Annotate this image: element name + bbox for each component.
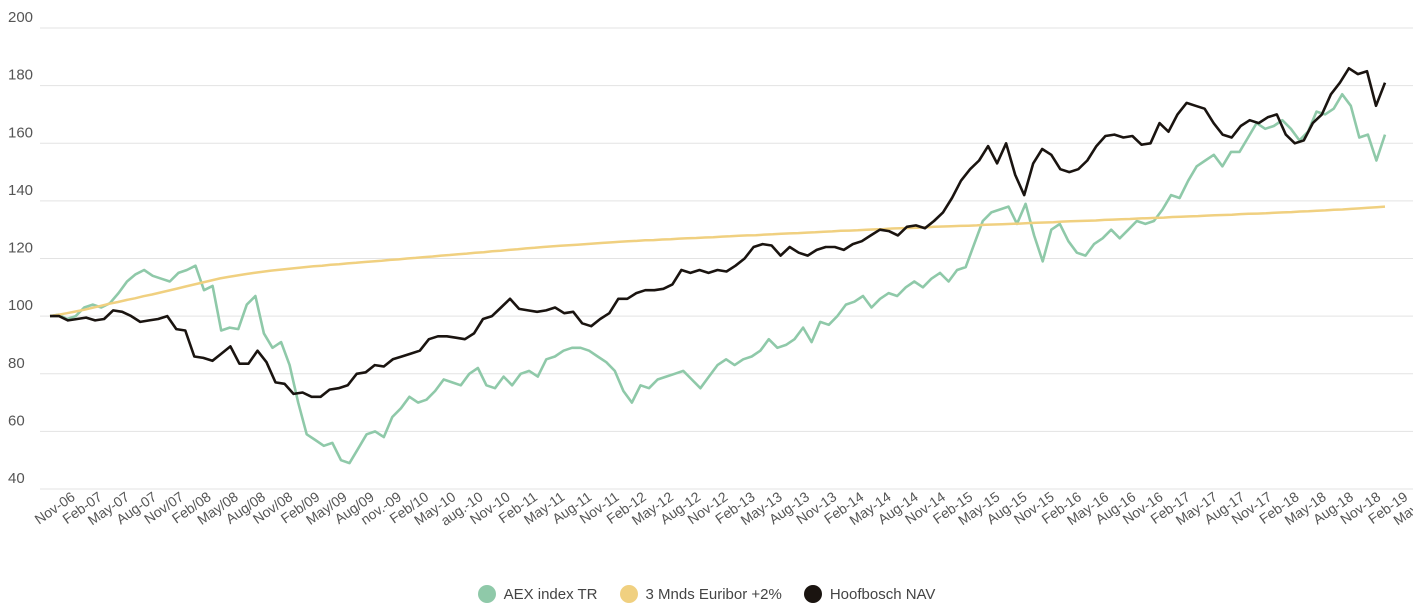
y-tick-label: 80 — [8, 355, 25, 372]
x-axis-ticks: Nov-06Feb-07May-07Aug-07Nov/07Feb/08May/… — [32, 488, 1413, 528]
legend-item-1: 3 Mnds Euribor +2% — [619, 585, 782, 603]
y-tick-label: 180 — [8, 67, 33, 84]
y-tick-label: 40 — [8, 470, 25, 487]
grid-lines — [40, 27, 1413, 490]
y-tick-label: 120 — [8, 240, 33, 257]
legend-swatch — [619, 585, 638, 603]
legend-item-2: Hoofbosch NAV — [803, 585, 936, 603]
series-line-2 — [50, 67, 1387, 399]
y-tick-label: 200 — [8, 9, 33, 26]
legend-label: Hoofbosch NAV — [829, 585, 936, 603]
y-axis-ticks: 40 60 80 100 120 140 160 180 200 — [8, 9, 33, 487]
y-tick-label: 60 — [8, 412, 25, 429]
series-lines — [49, 67, 1387, 465]
y-tick-label: 160 — [8, 124, 33, 141]
series-line-1 — [49, 205, 1386, 318]
legend: AEX index TR 3 Mnds Euribor +2% Hoofbosch … — [0, 585, 1413, 603]
legend-item-0: AEX index TR — [477, 585, 598, 603]
y-tick-label: 140 — [8, 182, 33, 199]
legend-swatch — [477, 585, 496, 603]
legend-swatch — [803, 585, 822, 603]
y-tick-label: 100 — [8, 297, 33, 314]
legend-label: 3 Mnds Euribor +2% — [645, 585, 782, 603]
series-line-0 — [49, 93, 1387, 465]
legend-label: AEX index TR — [503, 585, 598, 603]
